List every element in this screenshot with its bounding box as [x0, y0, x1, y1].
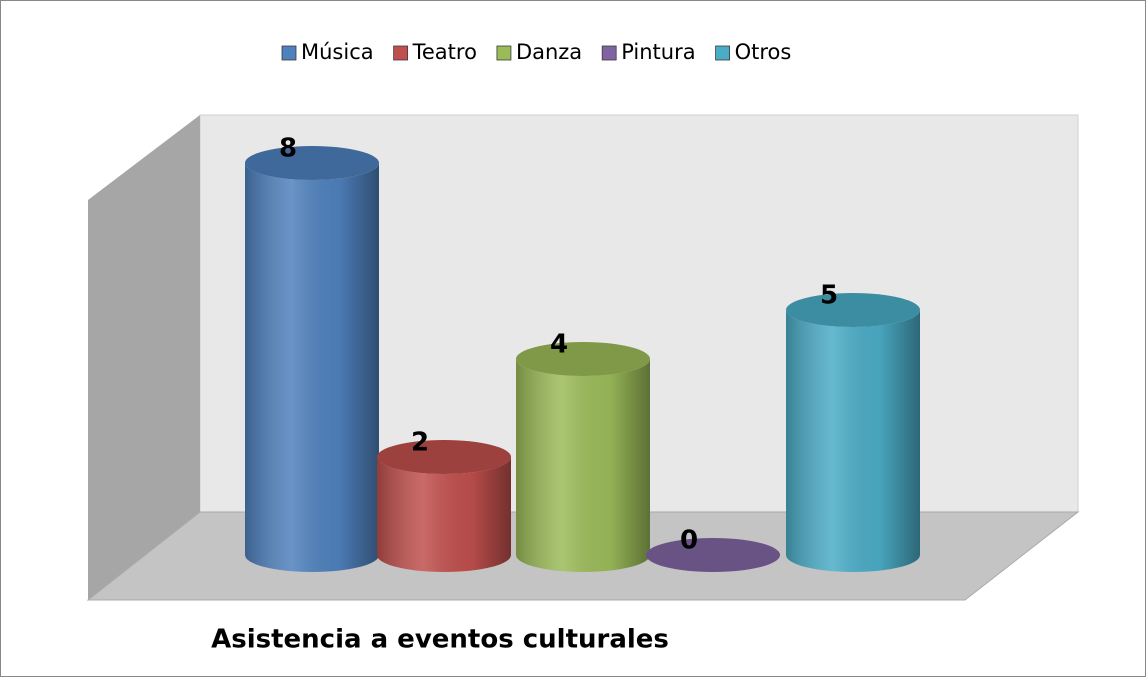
legend-swatch — [281, 45, 297, 61]
data-label: 8 — [279, 134, 297, 164]
cylinder-top-shade — [377, 440, 511, 474]
cylinder-top-shade — [516, 342, 650, 376]
legend-label: Teatro — [412, 40, 477, 64]
cylinder-top — [245, 146, 379, 180]
shading — [377, 457, 511, 572]
cylinder-top — [516, 342, 650, 376]
data-label: 0 — [680, 526, 698, 556]
data-label: 5 — [820, 281, 838, 311]
legend-label: Danza — [516, 40, 582, 64]
legend-label: Pintura — [621, 40, 695, 64]
side-wall — [88, 115, 200, 600]
legend-swatch — [496, 45, 512, 61]
shading — [516, 359, 650, 572]
shading — [786, 310, 920, 572]
legend-label: Otros — [735, 40, 792, 64]
cylinder-top — [646, 538, 780, 572]
legend-label: Música — [301, 40, 374, 64]
data-label: 4 — [550, 330, 568, 360]
data-label: 2 — [411, 428, 429, 458]
shading — [245, 163, 379, 572]
cylinder-top-shade — [245, 146, 379, 180]
cylinder-top-shade — [646, 538, 780, 572]
legend-swatch — [393, 45, 409, 61]
legend-swatch — [601, 45, 617, 61]
cylinder-top — [377, 440, 511, 474]
chart-title: Asistencia a eventos culturales — [211, 625, 669, 655]
cylinder-top-shade — [786, 293, 920, 327]
cylinder-top — [786, 293, 920, 327]
legend-swatch — [715, 45, 730, 61]
